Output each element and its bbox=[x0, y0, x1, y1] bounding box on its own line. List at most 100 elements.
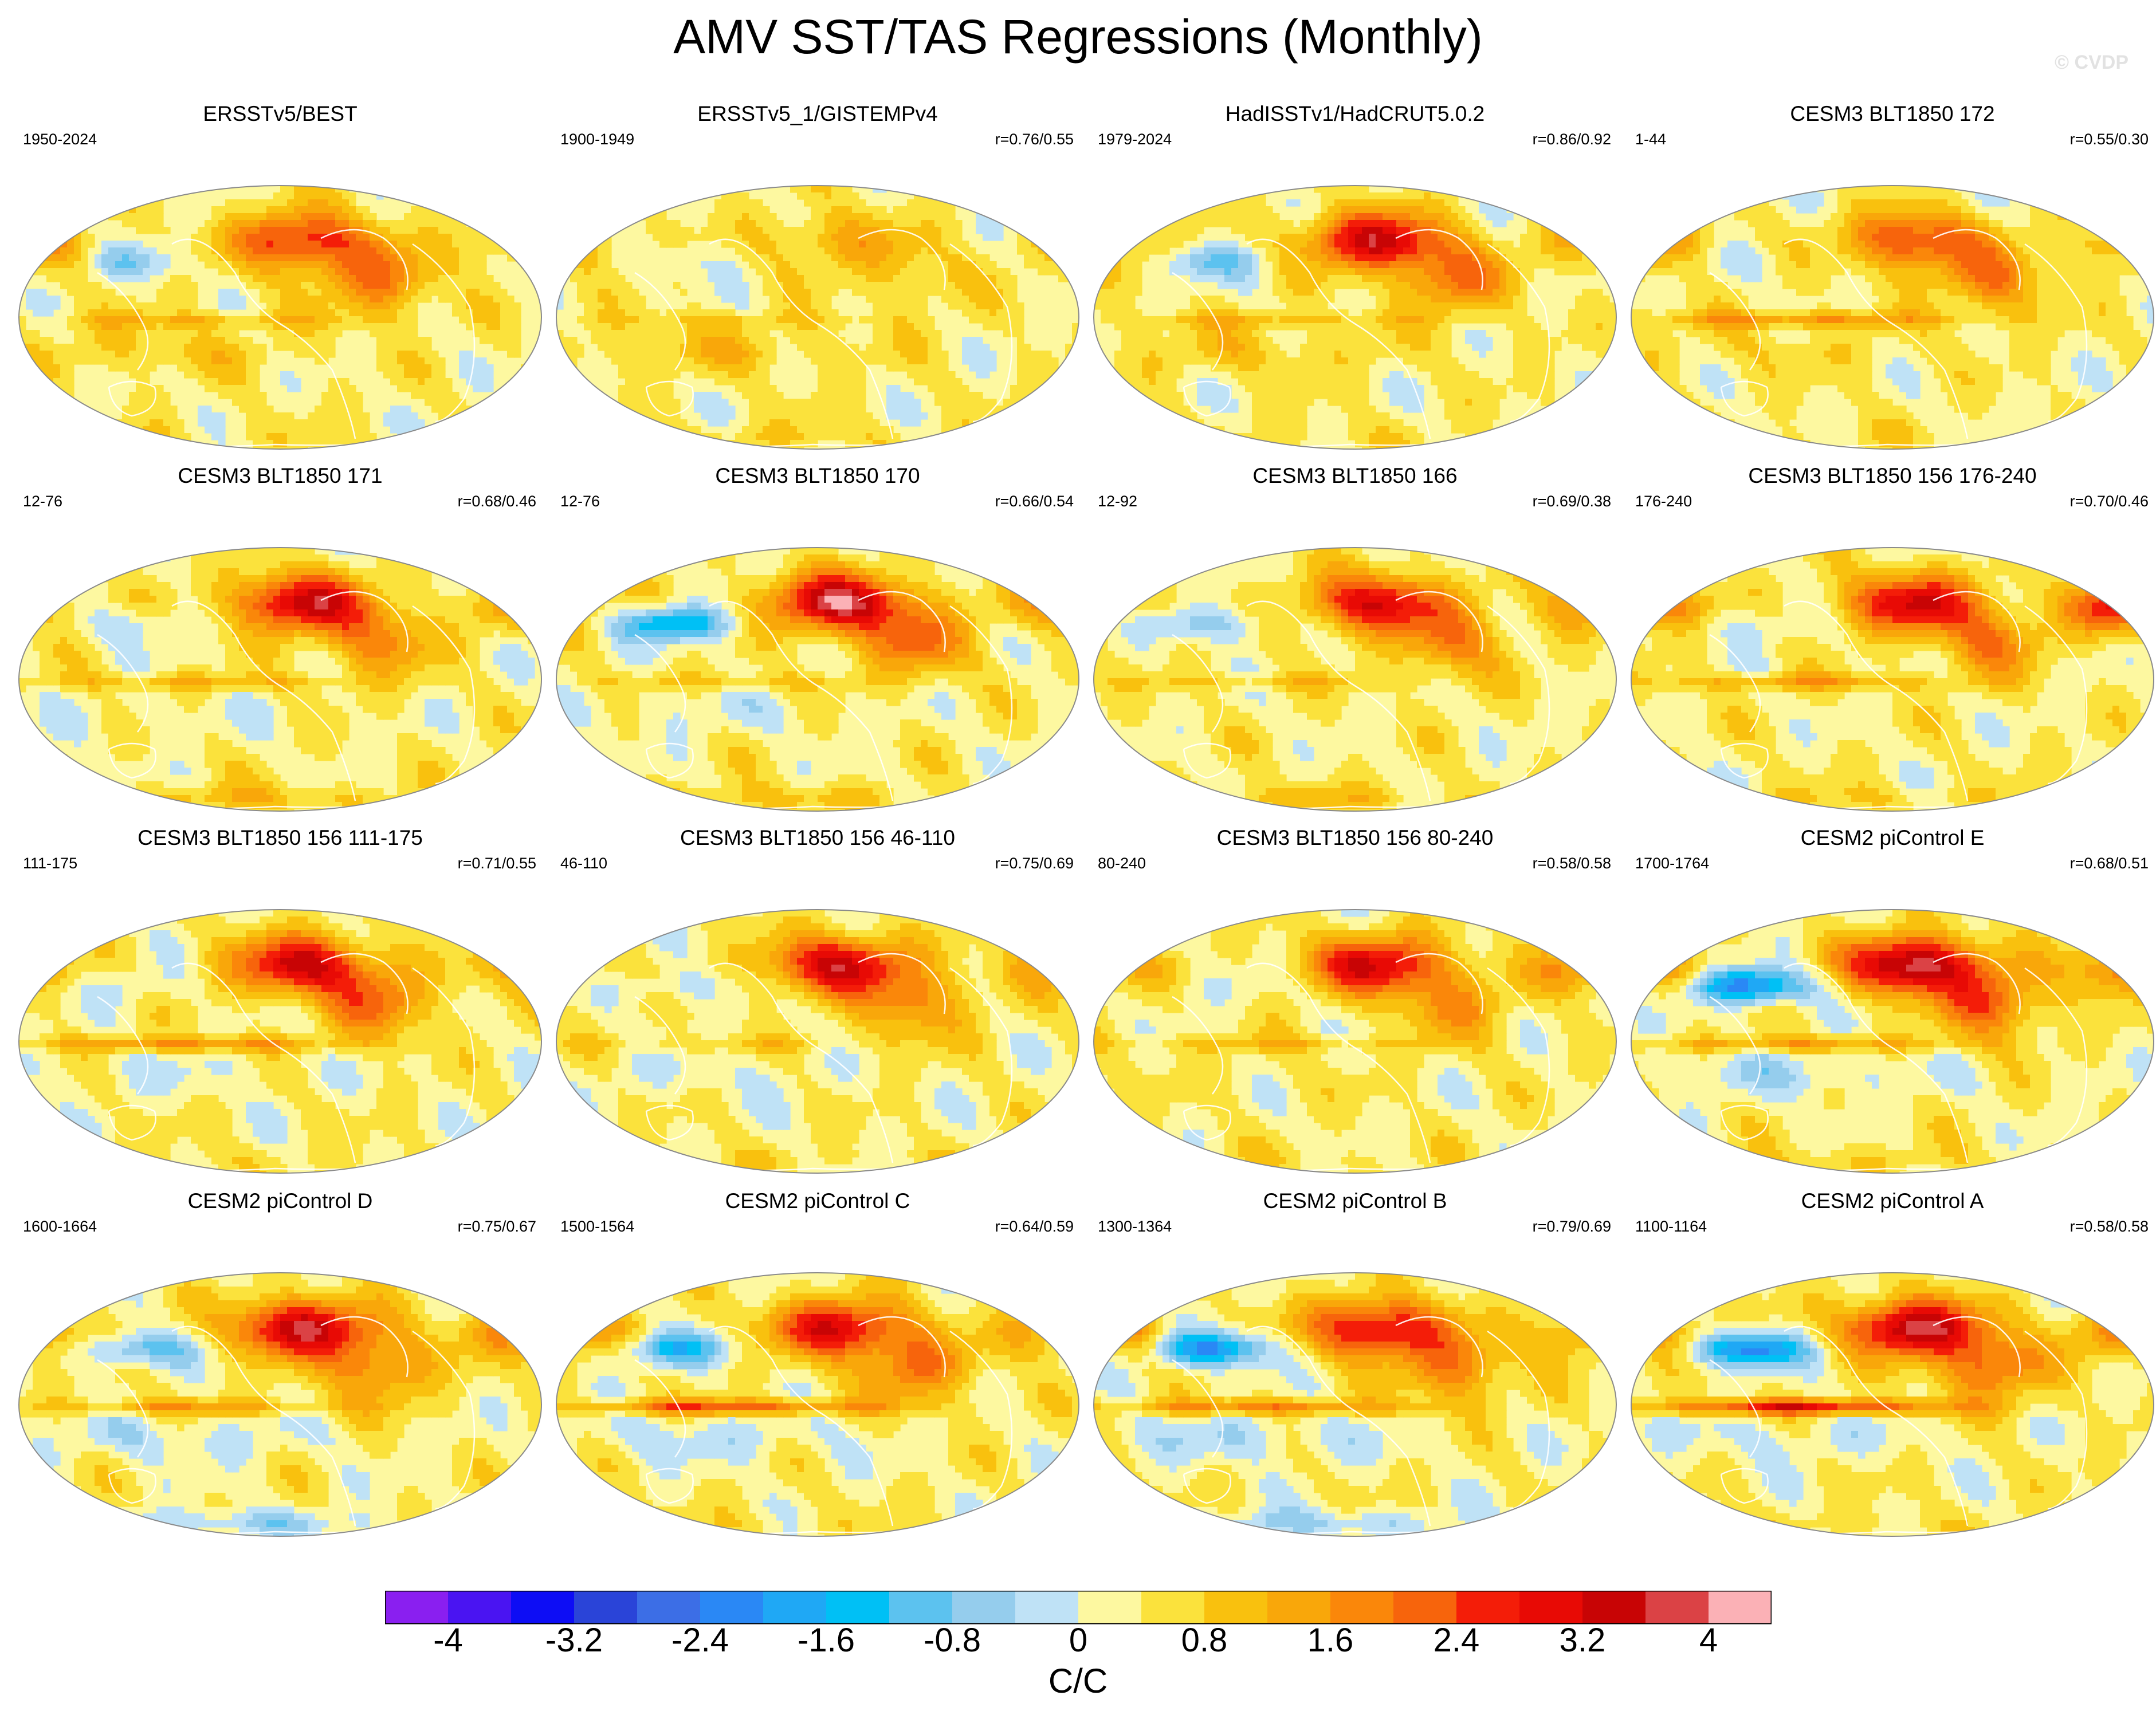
field-cell bbox=[1321, 275, 1328, 282]
field-cell bbox=[74, 268, 81, 276]
field-cell bbox=[824, 378, 832, 386]
field-cell bbox=[239, 357, 246, 365]
field-cell bbox=[1142, 337, 1149, 344]
field-cell bbox=[1259, 199, 1266, 207]
field-cell bbox=[811, 330, 818, 337]
field-cell bbox=[701, 227, 708, 234]
field-cell bbox=[1396, 323, 1404, 331]
field-cell bbox=[804, 419, 811, 427]
field-cell bbox=[122, 296, 129, 303]
field-cell bbox=[1017, 247, 1024, 255]
field-cell bbox=[301, 186, 308, 193]
field-cell bbox=[1334, 206, 1342, 214]
field-cell bbox=[769, 213, 777, 221]
field-cell bbox=[852, 399, 859, 406]
field-cell bbox=[115, 357, 123, 365]
field-cell bbox=[996, 289, 1004, 296]
field-cell bbox=[859, 406, 866, 413]
field-cell bbox=[1348, 392, 1356, 399]
field-cell bbox=[232, 241, 239, 248]
field-cell bbox=[1348, 316, 1356, 324]
field-cell bbox=[838, 351, 846, 358]
field-cell bbox=[1348, 282, 1356, 289]
field-cell bbox=[776, 241, 784, 248]
field-cell bbox=[1438, 241, 1445, 248]
field-cell bbox=[996, 302, 1004, 310]
field-cell bbox=[1431, 275, 1438, 282]
field-cell bbox=[873, 206, 880, 214]
field-cell bbox=[315, 344, 322, 351]
field-cell bbox=[831, 412, 839, 420]
field-cell bbox=[763, 337, 770, 344]
field-cell bbox=[659, 385, 667, 392]
field-cell bbox=[1114, 323, 1122, 331]
field-cell bbox=[721, 282, 729, 289]
field-cell bbox=[253, 385, 260, 392]
field-cell bbox=[1197, 275, 1204, 282]
field-cell bbox=[790, 309, 798, 317]
field-cell bbox=[1341, 275, 1349, 282]
field-cell bbox=[356, 220, 363, 227]
field-cell bbox=[1396, 275, 1404, 282]
field-cell bbox=[955, 296, 963, 303]
field-cell bbox=[928, 199, 935, 207]
field-cell bbox=[928, 213, 935, 221]
field-cell bbox=[879, 447, 887, 449]
field-cell bbox=[948, 247, 956, 255]
field-cell bbox=[1135, 378, 1142, 386]
field-cell bbox=[866, 447, 873, 449]
field-cell bbox=[1506, 247, 1514, 255]
field-cell bbox=[122, 261, 129, 269]
field-cell bbox=[1176, 392, 1184, 399]
field-cell bbox=[1506, 296, 1514, 303]
field-cell bbox=[108, 357, 116, 365]
field-cell bbox=[708, 364, 715, 372]
field-cell bbox=[1389, 199, 1397, 207]
field-cell bbox=[921, 199, 928, 207]
field-cell bbox=[1286, 227, 1294, 234]
field-cell bbox=[301, 309, 308, 317]
field-cell bbox=[1204, 261, 1211, 269]
field-cell bbox=[941, 213, 949, 221]
field-cell bbox=[1596, 323, 1603, 331]
field-cell bbox=[941, 392, 949, 399]
field-cell bbox=[115, 254, 123, 262]
field-cell bbox=[205, 344, 212, 351]
field-cell bbox=[763, 440, 770, 447]
field-cell bbox=[328, 344, 336, 351]
field-cell bbox=[1245, 330, 1252, 337]
field-cell bbox=[604, 289, 612, 296]
field-cell bbox=[783, 302, 791, 310]
field-cell bbox=[232, 371, 239, 379]
field-cell bbox=[253, 247, 260, 255]
field-cell bbox=[356, 234, 363, 241]
field-cell bbox=[445, 247, 453, 255]
field-cell bbox=[893, 433, 901, 440]
field-cell bbox=[315, 357, 322, 365]
field-cell bbox=[308, 316, 315, 324]
field-cell bbox=[53, 302, 61, 310]
field-cell bbox=[1493, 296, 1500, 303]
field-cell bbox=[632, 296, 639, 303]
field-cell bbox=[708, 392, 715, 399]
field-cell bbox=[191, 296, 198, 303]
field-cell bbox=[349, 412, 356, 420]
field-cell bbox=[528, 364, 535, 372]
field-cell bbox=[1582, 302, 1589, 310]
field-cell bbox=[708, 351, 715, 358]
field-cell bbox=[584, 309, 591, 317]
field-cell bbox=[790, 234, 798, 241]
field-cell bbox=[514, 247, 521, 255]
field-cell bbox=[136, 357, 143, 365]
field-cell bbox=[156, 268, 164, 276]
field-cell bbox=[1603, 302, 1610, 310]
field-cell bbox=[646, 330, 653, 337]
field-cell bbox=[1396, 392, 1404, 399]
field-cell bbox=[376, 289, 384, 296]
field-cell bbox=[1044, 268, 1052, 276]
field-cell bbox=[205, 330, 212, 337]
field-cell bbox=[879, 302, 887, 310]
field-cell bbox=[859, 241, 866, 248]
field-cell bbox=[1314, 220, 1321, 227]
field-cell bbox=[480, 282, 487, 289]
